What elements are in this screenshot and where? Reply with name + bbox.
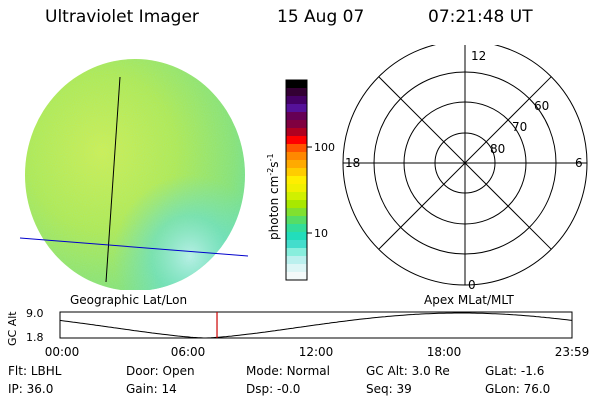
mlat-label-70: 70 — [512, 120, 527, 134]
image-time: 07:21:48 UT — [428, 7, 533, 27]
colorbar-cell — [286, 176, 307, 185]
colorbar-cell — [286, 208, 307, 217]
colorbar-cell — [286, 184, 307, 193]
altitude-xtick-0: 00:00 — [45, 345, 80, 359]
polar-caption: Apex MLat/MLT — [424, 293, 514, 307]
altitude-curve — [59, 312, 573, 339]
colorbar-cell — [286, 240, 307, 249]
altitude-ytick-max: 9.0 — [26, 307, 44, 320]
altitude-xtick-2: 12:00 — [299, 345, 334, 359]
equator-line — [19, 237, 249, 257]
info-mode: Mode: Normal — [246, 364, 330, 378]
altitude-ytick-min: 1.8 — [26, 331, 44, 344]
polar-grid: 12 0 18 6 60 70 80 — [342, 45, 588, 292]
mlat-label-80: 80 — [490, 142, 505, 156]
altitude-ylabel: GC Alt — [6, 311, 19, 346]
colorbar-cell — [286, 152, 307, 161]
altitude-plot-frame — [59, 311, 573, 339]
colorbar-cell — [286, 112, 307, 121]
image-date: 15 Aug 07 — [277, 7, 365, 27]
colorbar-cell — [286, 200, 307, 209]
colorbar-cell — [286, 224, 307, 233]
colorbar-cell — [286, 128, 307, 137]
colorbar-unit-label: photon cm-2s-1 — [266, 153, 281, 240]
instrument-title: Ultraviolet Imager — [45, 7, 199, 27]
mlt-label-12: 12 — [471, 49, 486, 63]
colorbar-cell — [286, 160, 307, 169]
mlat-label-60: 60 — [534, 99, 549, 113]
colorbar-tick-10: 10 — [314, 227, 328, 240]
globe-image — [19, 59, 249, 290]
mlt-label-18: 18 — [345, 156, 360, 170]
globe-caption: Geographic Lat/Lon — [70, 293, 188, 307]
info-flt: Flt: LBHL — [8, 364, 62, 378]
info-glon: GLon: 76.0 — [485, 382, 551, 396]
mlt-label-0: 0 — [468, 278, 476, 292]
colorbar-cell — [286, 256, 307, 265]
colorbar-cell — [286, 248, 307, 257]
mlt-label-6: 6 — [575, 156, 583, 170]
altitude-xtick-4: 23:59 — [555, 345, 590, 359]
colorbar-cell — [286, 272, 307, 281]
colorbar-cell — [286, 136, 307, 145]
altitude-plot: GC Alt 9.0 1.8 00:00 06:00 12:00 18:00 2… — [6, 307, 590, 359]
colorbar-cell — [286, 264, 307, 273]
colorbar-cell — [286, 168, 307, 177]
info-dsp: Dsp: -0.0 — [246, 382, 301, 396]
colorbar-cell — [286, 144, 307, 153]
color-scale-bar: 100 10 photon cm-2s-1 — [266, 79, 335, 281]
altitude-xtick-1: 06:00 — [171, 345, 206, 359]
colorbar-cell — [286, 232, 307, 241]
colorbar-tick-100: 100 — [314, 141, 335, 154]
info-gain: Gain: 14 — [126, 382, 177, 396]
info-glat: GLat: -1.6 — [485, 364, 545, 378]
colorbar-cell — [286, 216, 307, 225]
info-ip: IP: 36.0 — [8, 382, 54, 396]
colorbar-cell — [286, 104, 307, 113]
altitude-xtick-3: 18:00 — [427, 345, 462, 359]
colorbar-cell — [286, 88, 307, 97]
colorbar-cell — [286, 96, 307, 105]
info-door: Door: Open — [126, 364, 195, 378]
info-seq: Seq: 39 — [366, 382, 412, 396]
info-gc-alt: GC Alt: 3.0 Re — [366, 364, 450, 378]
colorbar-cell — [286, 120, 307, 129]
colorbar-cell — [286, 192, 307, 201]
colorbar-cell — [286, 80, 307, 89]
meridian-line — [105, 76, 121, 283]
